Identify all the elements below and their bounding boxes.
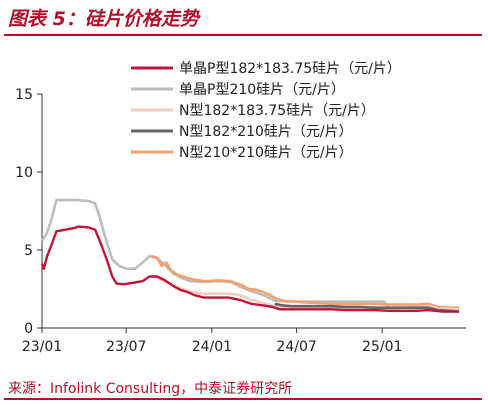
y-tick-label: 5 xyxy=(24,243,33,259)
chart-legend: 单晶P型182*183.75硅片（元/片） 单晶P型210硅片（元/片） N型182… xyxy=(131,61,401,161)
source-note: 来源：Infolink Consulting，中泰证券研究所 xyxy=(8,381,293,397)
legend-label-1: 单晶P型182*183.75硅片（元/片） xyxy=(179,61,401,77)
x-tick-label: 24/01 xyxy=(192,339,232,355)
series-line-5 xyxy=(151,254,459,310)
chart-axes: 0 5 10 15 23/01 23/07 24/01 24/07 25/01 xyxy=(15,87,466,355)
price-line-chart: 0 5 10 15 23/01 23/07 24/01 24/07 25/01 单晶P型182*… xyxy=(15,61,466,355)
x-tick-label: 23/01 xyxy=(22,339,62,355)
title-divider xyxy=(4,34,482,36)
chart-series xyxy=(40,198,460,313)
series-line-4 xyxy=(274,302,460,313)
y-tick-label: 15 xyxy=(15,87,33,103)
series-line-1 xyxy=(40,225,459,313)
figure-header: 图表 5：硅片价格走势 xyxy=(0,0,488,36)
y-tick-label: 0 xyxy=(24,321,33,337)
legend-label-3: N型182*183.75硅片（元/片） xyxy=(179,103,375,119)
legend-label-4: N型182*210硅片（元/片） xyxy=(179,124,353,140)
x-tick-label: 25/01 xyxy=(362,339,402,355)
legend-label-5: N型210*210硅片（元/片） xyxy=(179,145,353,161)
series-line-2 xyxy=(40,198,421,313)
source-divider xyxy=(4,398,482,400)
legend-label-2: 单晶P型210硅片（元/片） xyxy=(179,82,345,98)
figure-title: 图表 5：硅片价格走势 xyxy=(8,8,199,30)
x-tick-label: 24/07 xyxy=(276,339,316,355)
x-tick-label: 23/07 xyxy=(106,339,146,355)
y-tick-label: 10 xyxy=(15,165,33,181)
